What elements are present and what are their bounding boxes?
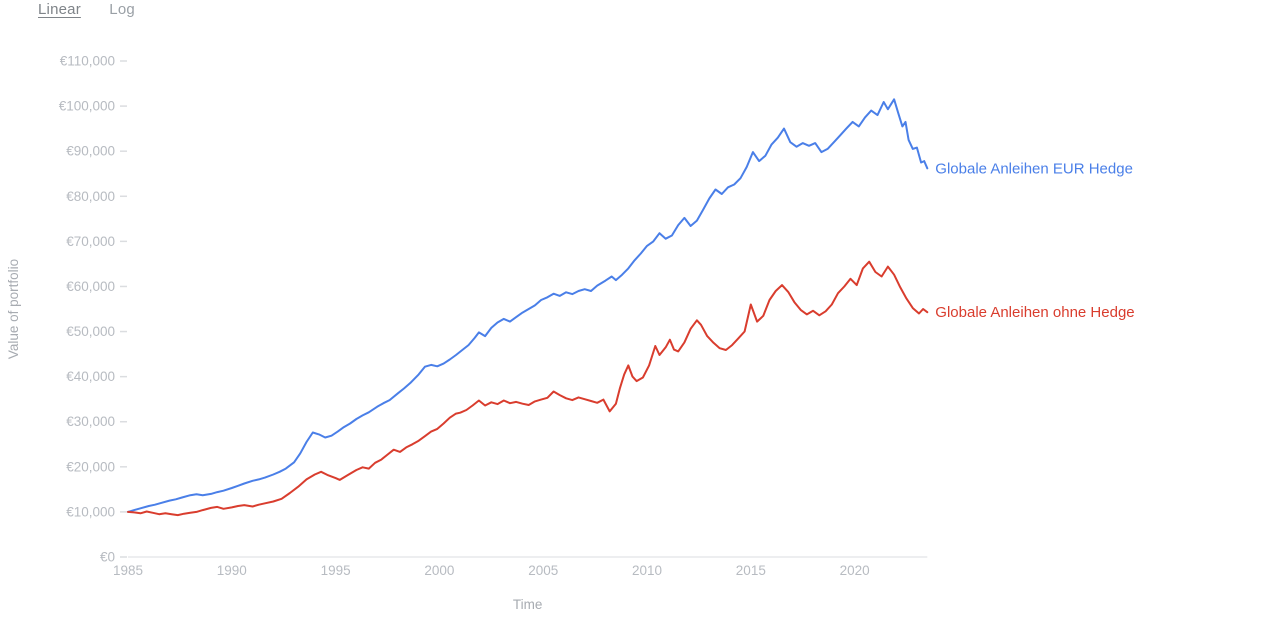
y-axis-title: Value of portfolio <box>6 259 21 359</box>
x-tick-label: 2010 <box>632 563 662 578</box>
x-tick-label: 1990 <box>217 563 247 578</box>
series-line-0 <box>127 98 929 513</box>
y-tick-label: €110,000 <box>60 54 115 69</box>
scale-toggle: Linear Log <box>38 1 135 18</box>
y-tick-label: €40,000 <box>66 369 115 384</box>
x-tick-label: 2020 <box>840 563 870 578</box>
scale-log-link[interactable]: Log <box>109 1 135 18</box>
series-end-label-1: Globale Anleihen ohne Hedge <box>935 304 1134 321</box>
y-tick-label: €90,000 <box>66 144 115 159</box>
x-tick-label: 2005 <box>528 563 558 578</box>
x-tick-label: 2015 <box>736 563 766 578</box>
scale-linear-link[interactable]: Linear <box>38 1 81 18</box>
y-tick-label: €60,000 <box>66 279 115 294</box>
x-axis-title: Time <box>513 597 543 612</box>
y-tick-label: €30,000 <box>66 414 115 429</box>
y-tick-label: €20,000 <box>66 459 115 474</box>
y-tick-label: €50,000 <box>66 324 115 339</box>
x-tick-label: 1995 <box>321 563 351 578</box>
x-tick-label: 1985 <box>113 563 143 578</box>
x-tick-label: 2000 <box>424 563 454 578</box>
series-end-label-0: Globale Anleihen EUR Hedge <box>935 160 1133 177</box>
y-tick-label: €10,000 <box>66 504 115 519</box>
y-tick-label: €70,000 <box>66 234 115 249</box>
series-line-1 <box>127 260 929 517</box>
y-tick-label: €0 <box>100 550 115 565</box>
y-tick-label: €80,000 <box>66 189 115 204</box>
y-tick-label: €100,000 <box>59 99 115 114</box>
